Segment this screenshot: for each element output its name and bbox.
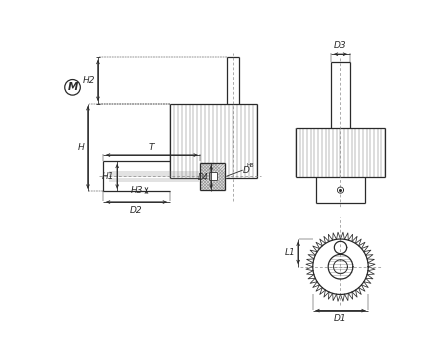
Text: H2: H2 <box>82 76 95 85</box>
Text: H3: H3 <box>131 186 143 195</box>
Polygon shape <box>209 172 217 180</box>
Text: L1: L1 <box>284 248 295 257</box>
Text: H8: H8 <box>246 163 254 168</box>
Text: D2: D2 <box>130 206 143 215</box>
Text: M: M <box>67 82 78 92</box>
Text: T: T <box>149 143 155 152</box>
Text: H: H <box>78 143 85 152</box>
Text: D1: D1 <box>334 315 347 324</box>
Text: D3: D3 <box>334 41 347 50</box>
Polygon shape <box>201 163 225 190</box>
Text: D: D <box>243 165 249 174</box>
Text: H1: H1 <box>102 172 114 181</box>
Text: D4: D4 <box>198 173 209 181</box>
